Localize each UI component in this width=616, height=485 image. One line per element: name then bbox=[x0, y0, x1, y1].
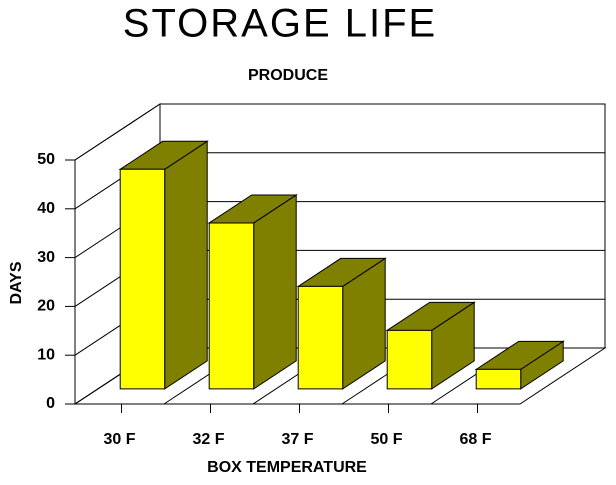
bar bbox=[385, 301, 476, 390]
bar bbox=[296, 257, 387, 390]
bar bbox=[118, 140, 209, 390]
grid-line bbox=[74, 103, 161, 161]
y-tick-label: 50 bbox=[37, 151, 55, 168]
y-tick-label: 10 bbox=[37, 346, 55, 363]
chart-title: STORAGE LIFE bbox=[123, 2, 437, 46]
y-axis-label: DAYS bbox=[8, 261, 25, 304]
bar bbox=[207, 194, 298, 390]
bar-side bbox=[164, 140, 208, 390]
chart-subtitle: PRODUCE bbox=[248, 67, 328, 84]
bar-front bbox=[475, 368, 522, 390]
x-tick-label: 37 F bbox=[281, 431, 313, 448]
bar-front bbox=[208, 222, 255, 390]
bar-front bbox=[297, 285, 344, 390]
bar bbox=[474, 340, 565, 390]
bar-side bbox=[253, 194, 297, 390]
y-tick-label: 30 bbox=[37, 249, 55, 266]
x-axis-label: BOX TEMPERATURE bbox=[207, 459, 367, 476]
x-tick-label: 30 F bbox=[103, 431, 135, 448]
x-tick-label: 68 F bbox=[459, 431, 491, 448]
bar-front bbox=[119, 168, 166, 390]
y-tick-label: 20 bbox=[37, 298, 55, 315]
bar-front bbox=[386, 329, 433, 390]
y-tick-label: 40 bbox=[37, 200, 55, 217]
x-tick-label: 50 F bbox=[370, 431, 402, 448]
y-tick-label: 0 bbox=[46, 395, 55, 412]
x-tick-label: 32 F bbox=[192, 431, 224, 448]
